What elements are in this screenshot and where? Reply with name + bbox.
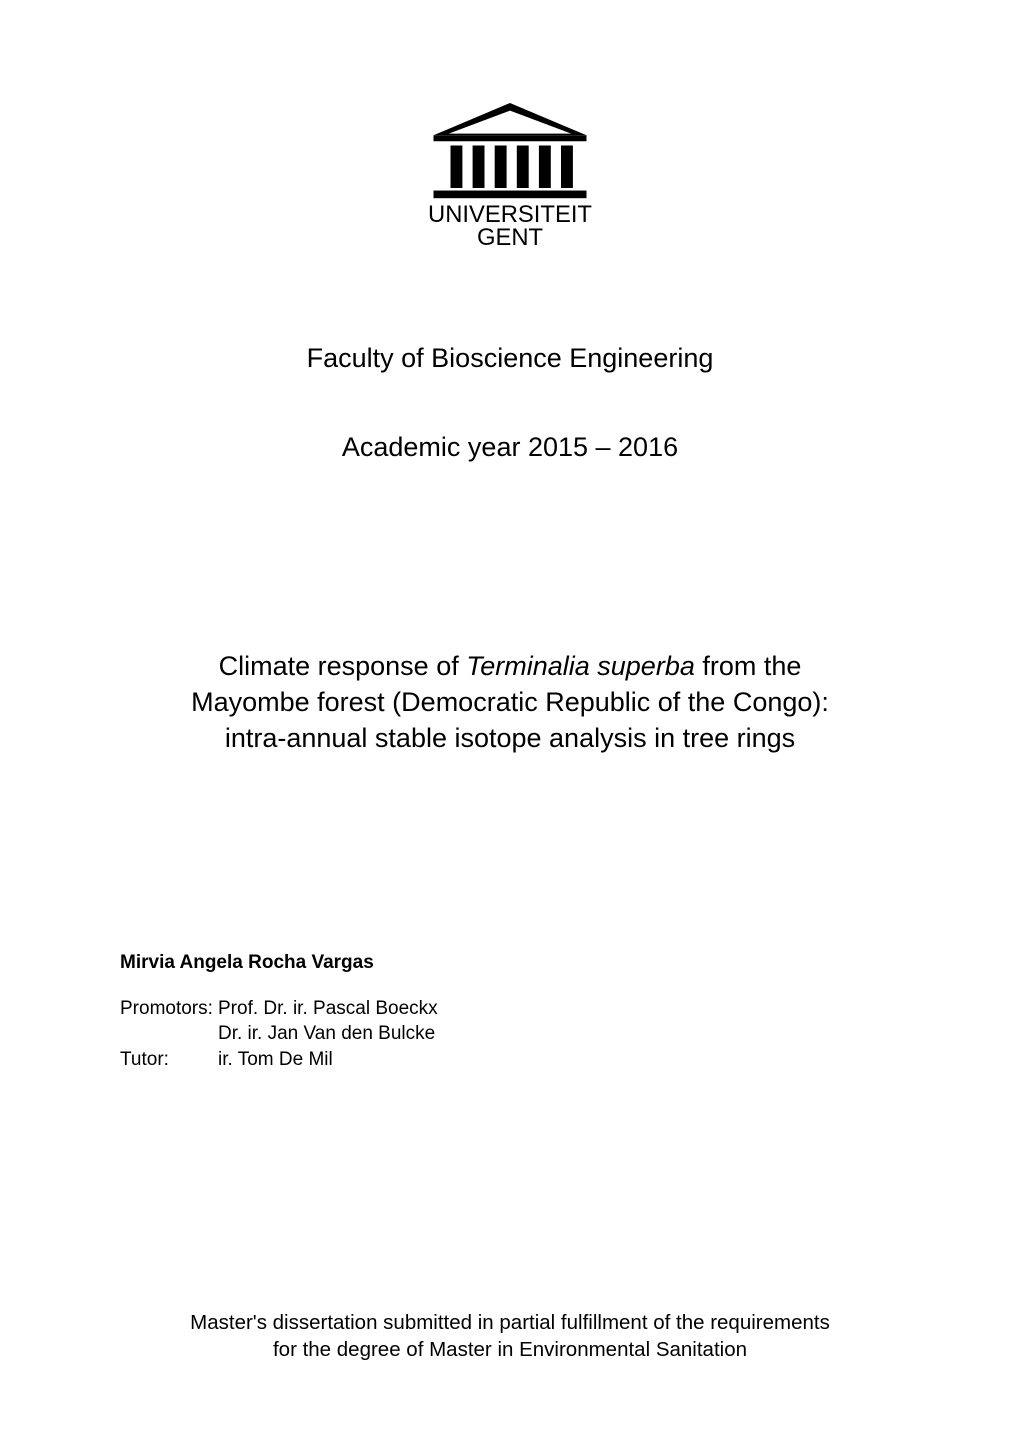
promotors-row-1: Promotors: Prof. Dr. ir. Pascal Boeckx	[120, 996, 900, 1022]
promotor-2: Dr. ir. Jan Van den Bulcke	[218, 1021, 435, 1047]
title-line-1-post: from the	[695, 651, 802, 681]
title-page: UNIVERSITEIT GENT Faculty of Bioscience …	[0, 0, 1020, 1442]
promotor-1: Prof. Dr. ir. Pascal Boeckx	[218, 996, 438, 1022]
title-line-1: Climate response of Terminalia superba f…	[120, 648, 900, 684]
university-logo-icon: UNIVERSITEIT GENT	[425, 103, 595, 248]
academic-year: Academic year 2015 – 2016	[120, 432, 900, 463]
tutor-label: Tutor:	[120, 1047, 218, 1073]
title-line-1-pre: Climate response of	[219, 651, 467, 681]
title-line-2: Mayombe forest (Democratic Republic of t…	[120, 684, 900, 720]
university-logo-block: UNIVERSITEIT GENT	[120, 103, 900, 248]
credits-indent	[120, 1021, 218, 1047]
faculty-name: Faculty of Bioscience Engineering	[120, 343, 900, 374]
university-name-line2: GENT	[477, 224, 543, 248]
dissertation-title: Climate response of Terminalia superba f…	[120, 648, 900, 757]
footer-line-2: for the degree of Master in Environmenta…	[120, 1336, 900, 1364]
author-name: Mirvia Angela Rocha Vargas	[120, 952, 900, 974]
submission-statement: Master's dissertation submitted in parti…	[120, 1309, 900, 1382]
tutor-row: Tutor: ir. Tom De Mil	[120, 1047, 900, 1073]
title-species-name: Terminalia superba	[466, 651, 695, 681]
promotors-label: Promotors:	[120, 996, 218, 1022]
tutor-name: ir. Tom De Mil	[218, 1047, 333, 1073]
footer-line-1: Master's dissertation submitted in parti…	[120, 1309, 900, 1337]
credits-block: Promotors: Prof. Dr. ir. Pascal Boeckx D…	[120, 996, 900, 1073]
title-line-3: intra-annual stable isotope analysis in …	[120, 720, 900, 756]
promotors-row-2: Dr. ir. Jan Van den Bulcke	[120, 1021, 900, 1047]
